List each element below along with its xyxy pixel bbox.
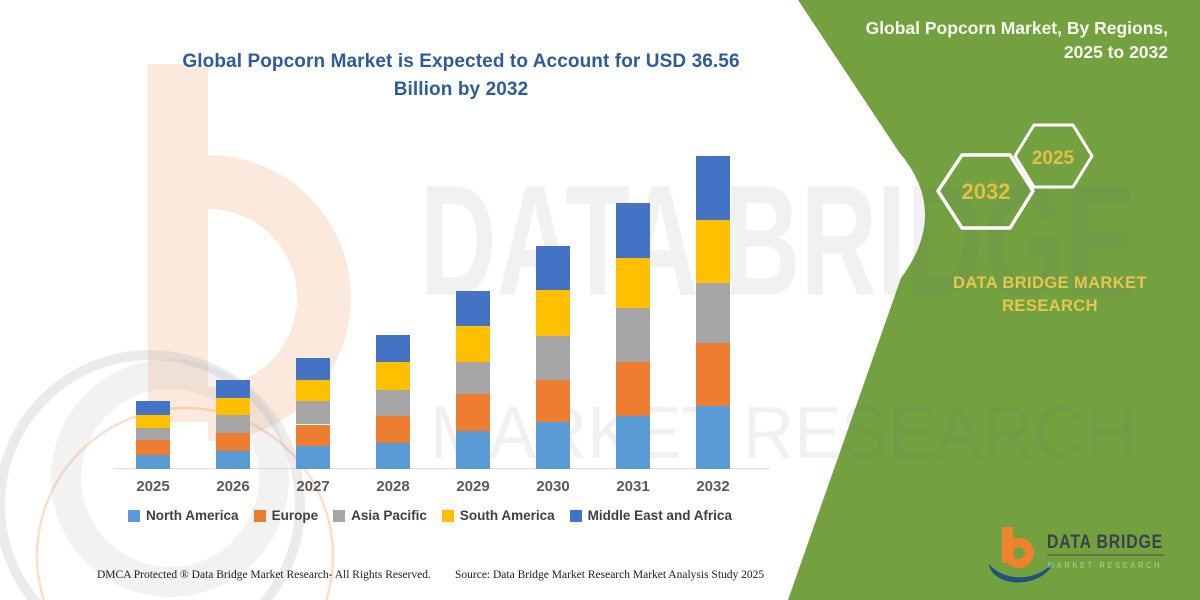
logo-name: DATA BRIDGE bbox=[1047, 532, 1163, 553]
legend-item-middle-east-and-africa: Middle East and Africa bbox=[569, 508, 732, 523]
hexagon-2032-shape bbox=[936, 153, 1035, 230]
legend-item-north-america: North America bbox=[128, 508, 239, 523]
panel-brand-text: DATA BRIDGE MARKET RESEARCH bbox=[938, 272, 1162, 318]
hexagon-2025-shape bbox=[1013, 123, 1094, 189]
x-axis-line bbox=[113, 468, 769, 469]
legend-label-north-america: North America bbox=[146, 508, 239, 523]
dmca-notice: DMCA Protected ® Data Bridge Market Rese… bbox=[97, 569, 431, 581]
watermark-line2: MARKET RESEARCH bbox=[430, 391, 1136, 474]
hexagon-badges: 2032 2025 bbox=[936, 123, 1094, 230]
legend-label-asia-pacific: Asia Pacific bbox=[351, 508, 427, 523]
legend-label-europe: Europe bbox=[271, 508, 319, 523]
hexagon-2025-label: 2025 bbox=[1032, 148, 1075, 169]
chart-legend: North America Europe Asia Pacific South Ame… bbox=[90, 508, 770, 523]
panel-brand-line2: RESEARCH bbox=[1002, 297, 1098, 316]
chart-title-line2: Billion by 2032 bbox=[393, 78, 529, 100]
logo-tagline: MARKET RESEARCH bbox=[1048, 561, 1162, 570]
legend-swatch-south-america bbox=[441, 509, 454, 522]
panel-title-line1: Global Popcorn Market, By Regions, bbox=[865, 18, 1168, 38]
legend-swatch-europe bbox=[253, 509, 266, 522]
chart-title-line1: Global Popcorn Market is Expected to Acc… bbox=[182, 51, 740, 72]
chart-title: Global Popcorn Market is Expected to Acc… bbox=[146, 48, 776, 103]
source-note: Source: Data Bridge Market Research Mark… bbox=[455, 569, 765, 581]
panel-title: Global Popcorn Market, By Regions, 2025 … bbox=[830, 16, 1168, 64]
legend-swatch-middle-east-and-africa bbox=[569, 509, 582, 522]
legend-label-middle-east-and-africa: Middle East and Africa bbox=[587, 508, 732, 523]
legend-label-south-america: South America bbox=[459, 508, 555, 523]
panel-title-line2: 2025 to 2032 bbox=[1063, 42, 1168, 63]
legend-item-europe: Europe bbox=[253, 508, 319, 523]
legend-swatch-north-america bbox=[128, 509, 141, 522]
panel-brand-line1: DATA BRIDGE MARKET bbox=[953, 274, 1147, 292]
legend-swatch-asia-pacific bbox=[333, 509, 346, 522]
legend-item-south-america: South America bbox=[441, 508, 555, 523]
legend-item-asia-pacific: Asia Pacific bbox=[333, 508, 427, 523]
company-logo: DATA BRIDGE MARKET RESEARCH bbox=[989, 527, 1164, 583]
logo-b-mark bbox=[989, 527, 1054, 583]
hexagon-2032-label: 2032 bbox=[962, 179, 1011, 204]
